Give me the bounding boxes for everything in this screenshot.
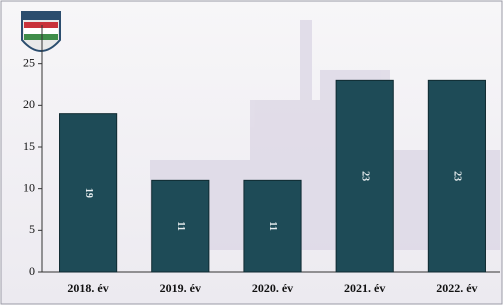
y-tick-label: 20 <box>23 97 35 111</box>
y-tick-label: 5 <box>29 222 35 236</box>
value-label: 19 <box>83 188 94 198</box>
x-tick-label: 2020. év <box>252 281 293 295</box>
x-tick-label: 2021. év <box>344 281 385 295</box>
value-label: 23 <box>452 171 463 181</box>
y-tick-label: 0 <box>29 264 35 278</box>
x-tick-label: 2019. év <box>160 281 201 295</box>
y-tick-label: 15 <box>23 139 35 153</box>
x-tick-label: 2022. év <box>436 281 477 295</box>
y-tick-label: 25 <box>23 55 35 69</box>
x-tick-label: 2018. év <box>67 281 108 295</box>
logo <box>22 12 60 51</box>
chart: 0 5 10 15 20 25 2018. év 19 2019. év 11 2020. év 11… <box>0 0 503 305</box>
y-tick-label: 10 <box>23 180 35 194</box>
value-label: 23 <box>359 171 370 181</box>
value-label: 11 <box>175 221 186 230</box>
value-label: 11 <box>267 221 278 230</box>
